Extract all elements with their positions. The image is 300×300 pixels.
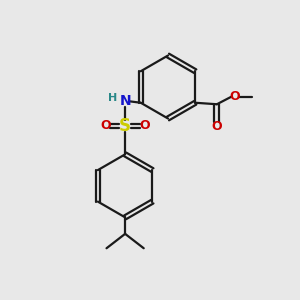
Text: H: H xyxy=(108,93,117,103)
Text: O: O xyxy=(212,120,222,133)
Text: O: O xyxy=(100,119,111,132)
Text: N: N xyxy=(119,94,131,108)
Text: S: S xyxy=(119,117,131,135)
Text: O: O xyxy=(139,119,150,132)
Text: O: O xyxy=(230,90,240,103)
